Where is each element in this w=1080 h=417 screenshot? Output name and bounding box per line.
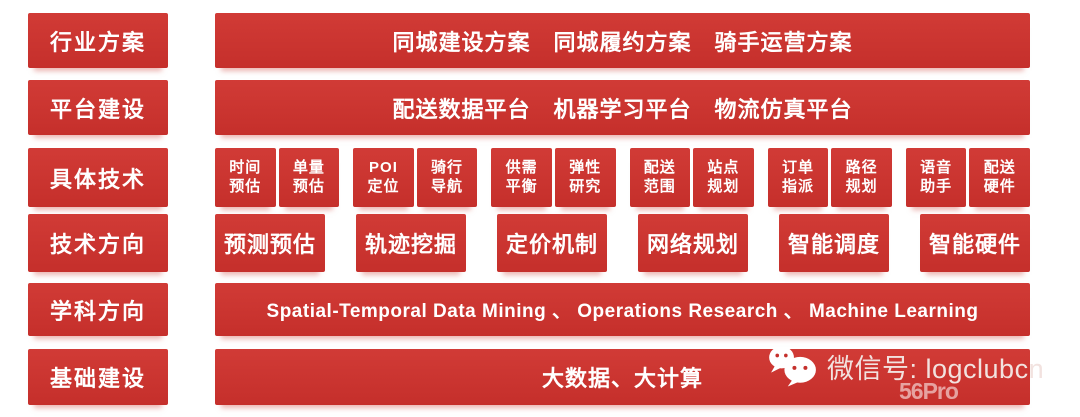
tech-chip: 供需 平衡 [491,148,552,207]
industry-solutions-block: 同城建设方案 同城履约方案 骑手运营方案 [215,13,1030,68]
tech-chip-pair-dispatch: 订单 指派 路径 规划 [767,148,892,207]
tech-chip: 配送 硬件 [969,148,1031,207]
category-industry-solutions: 行业方案 [28,13,168,68]
tech-chip-pair-supply-demand: 供需 平衡 弹性 研究 [491,148,616,207]
category-specific-tech: 具体技术 [28,148,168,207]
direction-block: 智能调度 [779,214,889,272]
tech-chip: 弹性 研究 [554,148,616,207]
tech-chip-pair-forecast: 时间 预估 单量 预估 [215,148,340,207]
direction-block: 预测预估 [215,214,325,272]
tech-chip: 站点 规划 [693,148,754,207]
direction-block: 轨迹挖掘 [356,214,466,272]
category-discipline: 学科方向 [28,283,168,336]
category-infrastructure: 基础建设 [28,349,168,405]
tech-chip: 路径 规划 [831,148,892,207]
tech-chip: 配送 范围 [629,148,691,207]
tech-chip: 订单 指派 [767,148,829,207]
tech-chip: 语音 助手 [905,148,967,207]
disciplines-block: Spatial-Temporal Data Mining 、 Operation… [215,283,1030,336]
tech-chip-pair-network: 配送 范围 站点 规划 [629,148,754,207]
tech-chip: 单量 预估 [278,148,340,207]
category-platform-building: 平台建设 [28,80,168,135]
tech-chip: 时间 预估 [215,148,276,207]
tech-chip: 骑行 导航 [416,148,478,207]
direction-block: 智能硬件 [920,214,1030,272]
specific-tech-row: 时间 预估 单量 预估 POI 定位 骑行 导航 供需 平衡 弹性 研究 配送 … [215,148,1031,207]
category-tech-direction: 技术方向 [28,214,168,272]
tech-chip-pair-hardware: 语音 助手 配送 硬件 [905,148,1031,207]
tech-direction-row: 预测预估 轨迹挖掘 定价机制 网络规划 智能调度 智能硬件 [215,214,1030,272]
tech-chip-pair-location: POI 定位 骑行 导航 [353,148,478,207]
tech-chip: POI 定位 [353,148,414,207]
platform-building-block: 配送数据平台 机器学习平台 物流仿真平台 [215,80,1030,135]
direction-block: 定价机制 [497,214,607,272]
direction-block: 网络规划 [638,214,748,272]
infrastructure-block: 大数据、大计算 [215,349,1030,405]
